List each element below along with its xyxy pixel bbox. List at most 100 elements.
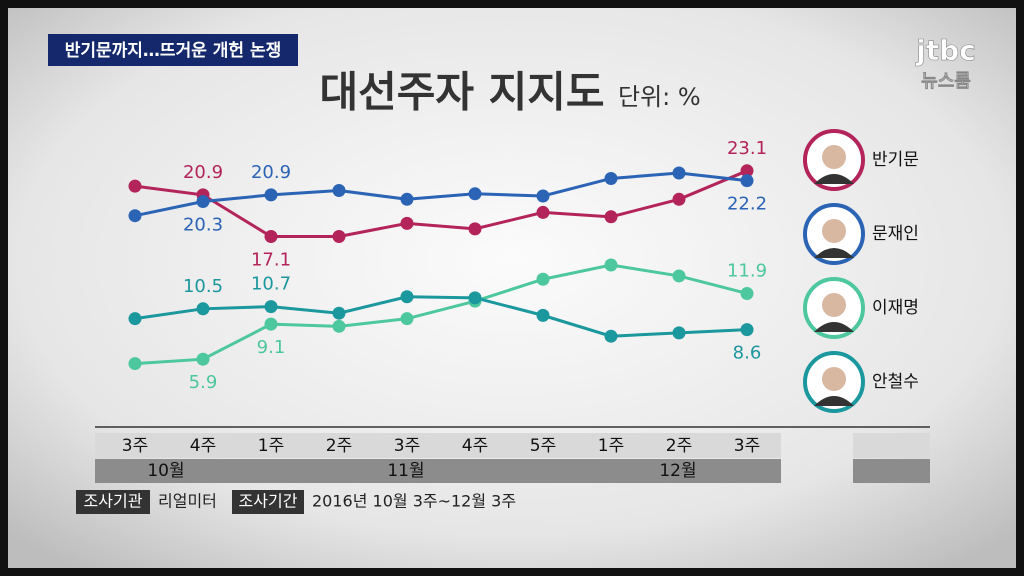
data-label: 20.9 [251, 162, 291, 183]
point [536, 308, 550, 322]
footer-box [76, 490, 150, 514]
series-line [134, 295, 748, 338]
legend-label: 이재명 [872, 298, 919, 318]
point [468, 222, 482, 236]
point [128, 209, 142, 223]
point [196, 352, 210, 366]
data-label: 22.2 [727, 194, 767, 215]
point [332, 184, 346, 198]
month-row [95, 459, 237, 483]
legend-body [814, 396, 854, 406]
point [604, 171, 618, 185]
x-tick-label: 1주 [598, 436, 624, 456]
point [672, 192, 686, 206]
month-label: 11월 [387, 461, 424, 481]
legend-body [814, 248, 854, 258]
series-line [134, 263, 748, 366]
footer-label: 조사기관 [84, 492, 143, 511]
point [332, 306, 346, 320]
data-label: 11.9 [727, 260, 767, 281]
point [468, 291, 482, 305]
point [672, 326, 686, 340]
week-row [853, 433, 930, 458]
legend-face [822, 145, 846, 169]
footer-text: 리얼미터 [158, 492, 217, 511]
chart-title: 대선주자 지지도 [319, 68, 604, 117]
legend-body [814, 174, 854, 184]
data-label: 5.9 [189, 372, 218, 393]
x-tick-label: 3주 [394, 436, 420, 456]
point [264, 230, 278, 244]
month-row [853, 459, 930, 483]
point [672, 166, 686, 180]
footer-text: 2016년 10월 3주~12월 3주 [312, 492, 516, 511]
legend-face [822, 293, 846, 317]
legend-label: 반기문 [872, 150, 919, 170]
point [400, 312, 414, 326]
x-tick-label: 1주 [258, 436, 284, 456]
point [332, 230, 346, 244]
point [604, 210, 618, 224]
logo: jtbc [915, 34, 976, 67]
point [672, 269, 686, 283]
point [468, 187, 482, 201]
banner-box [48, 34, 298, 66]
week-row [575, 433, 781, 458]
point [128, 357, 142, 371]
banner: 반기문까지…뜨거운 개헌 논쟁 [65, 41, 282, 61]
unit: 단위: % [618, 83, 701, 111]
x-tick-label: 5주 [530, 436, 556, 456]
point [264, 317, 278, 331]
point [740, 323, 754, 337]
week-row [235, 433, 577, 458]
series-line [134, 169, 748, 239]
point [536, 189, 550, 203]
legend-face [822, 367, 846, 391]
point [400, 216, 414, 230]
x-tick-label: 2주 [666, 436, 692, 456]
point [128, 179, 142, 193]
series-line [134, 171, 748, 218]
point [604, 258, 618, 272]
point [400, 290, 414, 304]
point [740, 174, 754, 188]
point [400, 192, 414, 206]
logo-sub: 뉴스룸 [921, 71, 971, 92]
month-row [235, 459, 577, 483]
month-label: 12월 [659, 461, 696, 481]
data-label: 10.7 [251, 274, 291, 295]
data-label: 17.1 [251, 250, 291, 271]
data-label: 10.5 [183, 276, 223, 297]
data-label: 20.9 [183, 162, 223, 183]
x-tick-label: 3주 [122, 436, 148, 456]
x-tick-label: 4주 [462, 436, 488, 456]
data-label: 23.1 [727, 138, 767, 159]
month-label: 10월 [147, 461, 184, 481]
week-row [95, 433, 237, 458]
legend-label: 문재인 [872, 224, 919, 244]
x-tick-label: 3주 [734, 436, 760, 456]
point [604, 329, 618, 343]
point [196, 302, 210, 316]
point [740, 286, 754, 300]
legend-face [822, 219, 846, 243]
data-label: 20.3 [183, 214, 223, 235]
point [740, 164, 754, 178]
footer-label: 조사기간 [239, 492, 298, 511]
data-label: 8.6 [733, 343, 762, 364]
footer-box [232, 490, 304, 514]
point [128, 312, 142, 326]
point [264, 188, 278, 202]
x-tick-label: 2주 [326, 436, 352, 456]
legend-label: 안철수 [872, 372, 919, 392]
point [264, 300, 278, 314]
month-row [575, 459, 781, 483]
point [536, 272, 550, 286]
data-label: 9.1 [257, 337, 286, 358]
point [196, 194, 210, 208]
point [536, 205, 550, 219]
legend-body [814, 322, 854, 332]
point [332, 319, 346, 333]
x-tick-label: 4주 [190, 436, 216, 456]
